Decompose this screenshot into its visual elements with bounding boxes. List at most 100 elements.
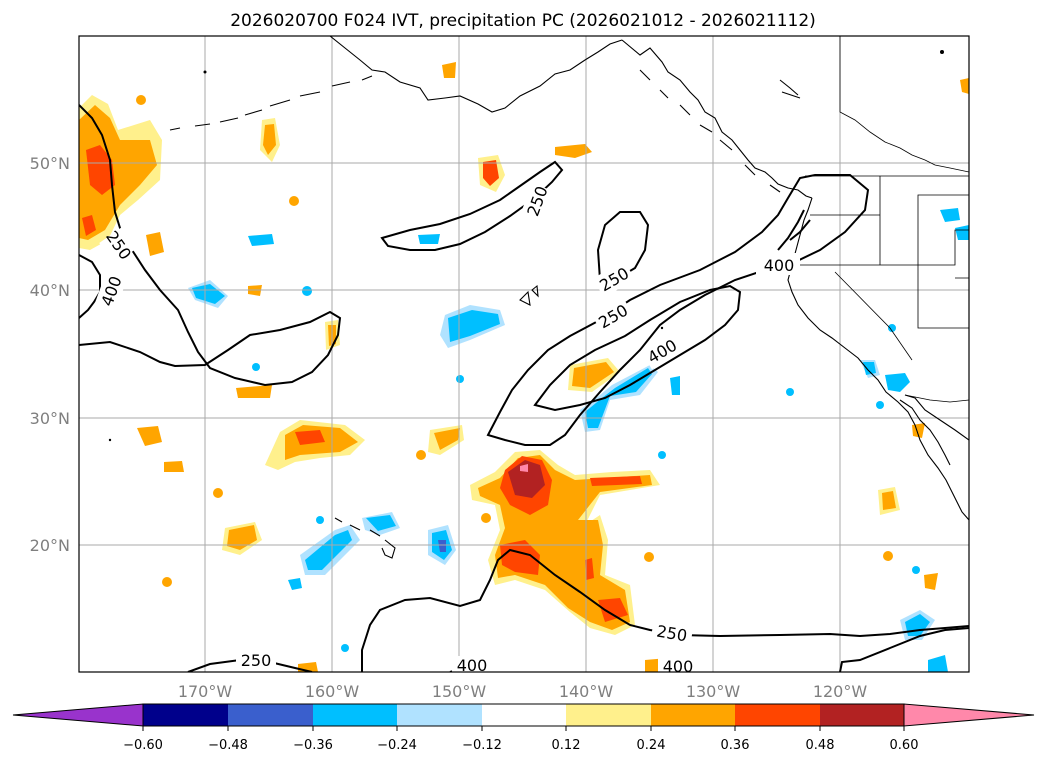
colorbar-label-1: −0.60 xyxy=(123,738,163,753)
precip-anomaly-nw-core xyxy=(79,105,157,240)
precip-anomaly-c6-core xyxy=(227,525,257,550)
precip-anomaly-n2 xyxy=(442,62,456,78)
se-alaska-coast xyxy=(621,39,813,199)
colorbar-segment-2 xyxy=(228,704,313,726)
lon-label-130w: 130°W xyxy=(686,682,741,701)
precip-anomaly-c2 xyxy=(137,426,162,446)
small-islet-3 xyxy=(203,70,207,74)
colorbar-label-8: 0.36 xyxy=(721,738,750,753)
colorbar-extend-high xyxy=(903,703,1035,727)
precip-anomaly-dot8 xyxy=(883,551,893,561)
latitude-labels: 50°N 40°N 30°N 20°N xyxy=(30,154,70,555)
precip-anomaly-dot1 xyxy=(136,95,146,105)
precip-anomaly-n3-core xyxy=(483,160,499,186)
precip-deficit-b7-core xyxy=(305,530,352,570)
colorbar-segment-8 xyxy=(735,704,820,726)
lon-label-170w: 170°W xyxy=(178,682,233,701)
ivt-label-400-bottom: 400 xyxy=(457,656,488,675)
ivt-contour-coast-400 xyxy=(777,209,811,251)
colorbar-segment-9 xyxy=(820,704,904,726)
precip-deficit-dot2 xyxy=(252,363,260,371)
precip-anomaly-central-e xyxy=(590,476,642,486)
precip-anomaly-dot6 xyxy=(644,552,654,562)
ivt-contour-south-400 xyxy=(839,627,969,672)
lat-label-50n: 50°N xyxy=(30,154,70,173)
alaska-interior xyxy=(779,79,801,99)
ivt-contour-main-250 xyxy=(486,174,870,446)
ivt-contour-south-250 xyxy=(361,548,969,672)
small-islands xyxy=(519,284,539,306)
precip-deficit-dot1 xyxy=(302,286,312,296)
precip-deficit-dot6 xyxy=(786,388,794,396)
precip-anomaly-dot2 xyxy=(289,196,299,206)
precip-deficit-b13 xyxy=(928,655,948,672)
state-lines xyxy=(800,176,969,361)
ivt-label-250-sw: 250 xyxy=(241,651,272,670)
colorbar-label-10: 0.60 xyxy=(890,738,919,753)
precip-anomaly-nw-peak xyxy=(86,145,115,195)
colorbar: −0.60 −0.48 −0.36 −0.24 −0.12 0.12 0.24 … xyxy=(12,703,1035,753)
precip-deficit-dot8 xyxy=(876,401,884,409)
graticule xyxy=(79,36,969,672)
precip-deficit-b10-core xyxy=(863,362,876,375)
precip-deficit-b11 xyxy=(885,373,910,392)
precip-anomaly-dot3 xyxy=(213,488,223,498)
precip-anomaly-nw-peak2 xyxy=(82,215,96,236)
precip-deficit-b16 xyxy=(288,578,302,590)
small-islet-1 xyxy=(108,438,112,442)
precip-anomaly-central-s2 xyxy=(585,558,594,580)
colorbar-label-9: 0.48 xyxy=(806,738,835,753)
precip-deficit-b2-core xyxy=(192,284,225,304)
precip-shading xyxy=(79,62,969,672)
lat-label-20n: 20°N xyxy=(30,536,70,555)
precip-deficit-dot3 xyxy=(456,375,464,383)
precip-deficit-dot5 xyxy=(658,451,666,459)
gulf-california xyxy=(904,394,969,441)
precip-anomaly-c5-core xyxy=(572,362,614,388)
map-frame xyxy=(78,35,970,673)
precip-anomaly-c3 xyxy=(164,461,184,472)
precip-anomaly-dot5 xyxy=(481,513,491,523)
lon-label-140w: 140°W xyxy=(559,682,614,701)
colorbar-segment-5 xyxy=(482,704,566,726)
baja-coast xyxy=(899,399,951,466)
precip-anomaly-central-s xyxy=(500,540,540,575)
colorbar-segment-7 xyxy=(651,704,735,726)
colorbar-frame xyxy=(142,703,905,727)
precip-anomaly-e1-core xyxy=(882,491,896,510)
ivt-contour-n-250 xyxy=(380,160,564,251)
precip-anomaly-n8 xyxy=(236,385,272,398)
colorbar-segment-3 xyxy=(313,704,397,726)
precip-anomaly-n1-core xyxy=(263,124,276,155)
precip-anomaly-e2 xyxy=(924,573,938,590)
longitude-labels: 170°W 160°W 150°W 140°W 130°W 120°W xyxy=(178,682,868,701)
precip-anomaly-n5 xyxy=(146,232,164,256)
precip-deficit-dot10 xyxy=(912,566,920,574)
alaska-canada-border xyxy=(839,36,969,173)
colorbar-segment-1 xyxy=(143,704,228,726)
lat-label-30n: 30°N xyxy=(30,409,70,428)
colorbar-extend-low xyxy=(12,703,144,727)
hawaii-islands xyxy=(334,517,396,559)
ivt-contour-nw-250 xyxy=(79,104,342,387)
precip-deficit-b6 xyxy=(670,376,680,395)
precip-anomaly-c1-peak xyxy=(295,430,325,445)
precip-deficit-dot7 xyxy=(888,324,896,332)
colorbar-label-6: 0.12 xyxy=(552,738,581,753)
lon-label-120w: 120°W xyxy=(813,682,868,701)
precip-anomaly-central-top xyxy=(520,464,528,472)
colorbar-label-7: 0.24 xyxy=(637,738,666,753)
colorbar-label-3: −0.36 xyxy=(293,738,333,753)
precip-deficit-dot4 xyxy=(316,516,324,524)
aleutian-chain xyxy=(169,75,373,131)
precip-anomaly-dot4 xyxy=(162,577,172,587)
colorbar-segment-4 xyxy=(397,704,482,726)
precip-deficit-b14 xyxy=(940,208,960,222)
ivt-contour-main-400 xyxy=(533,284,742,412)
alaska-coast xyxy=(329,36,623,113)
precip-deficit-b3 xyxy=(248,234,274,246)
precip-anomaly-c4-core xyxy=(434,428,460,450)
ivt-label-400-se: 400 xyxy=(663,657,694,676)
colorbar-segment-6 xyxy=(566,704,651,726)
